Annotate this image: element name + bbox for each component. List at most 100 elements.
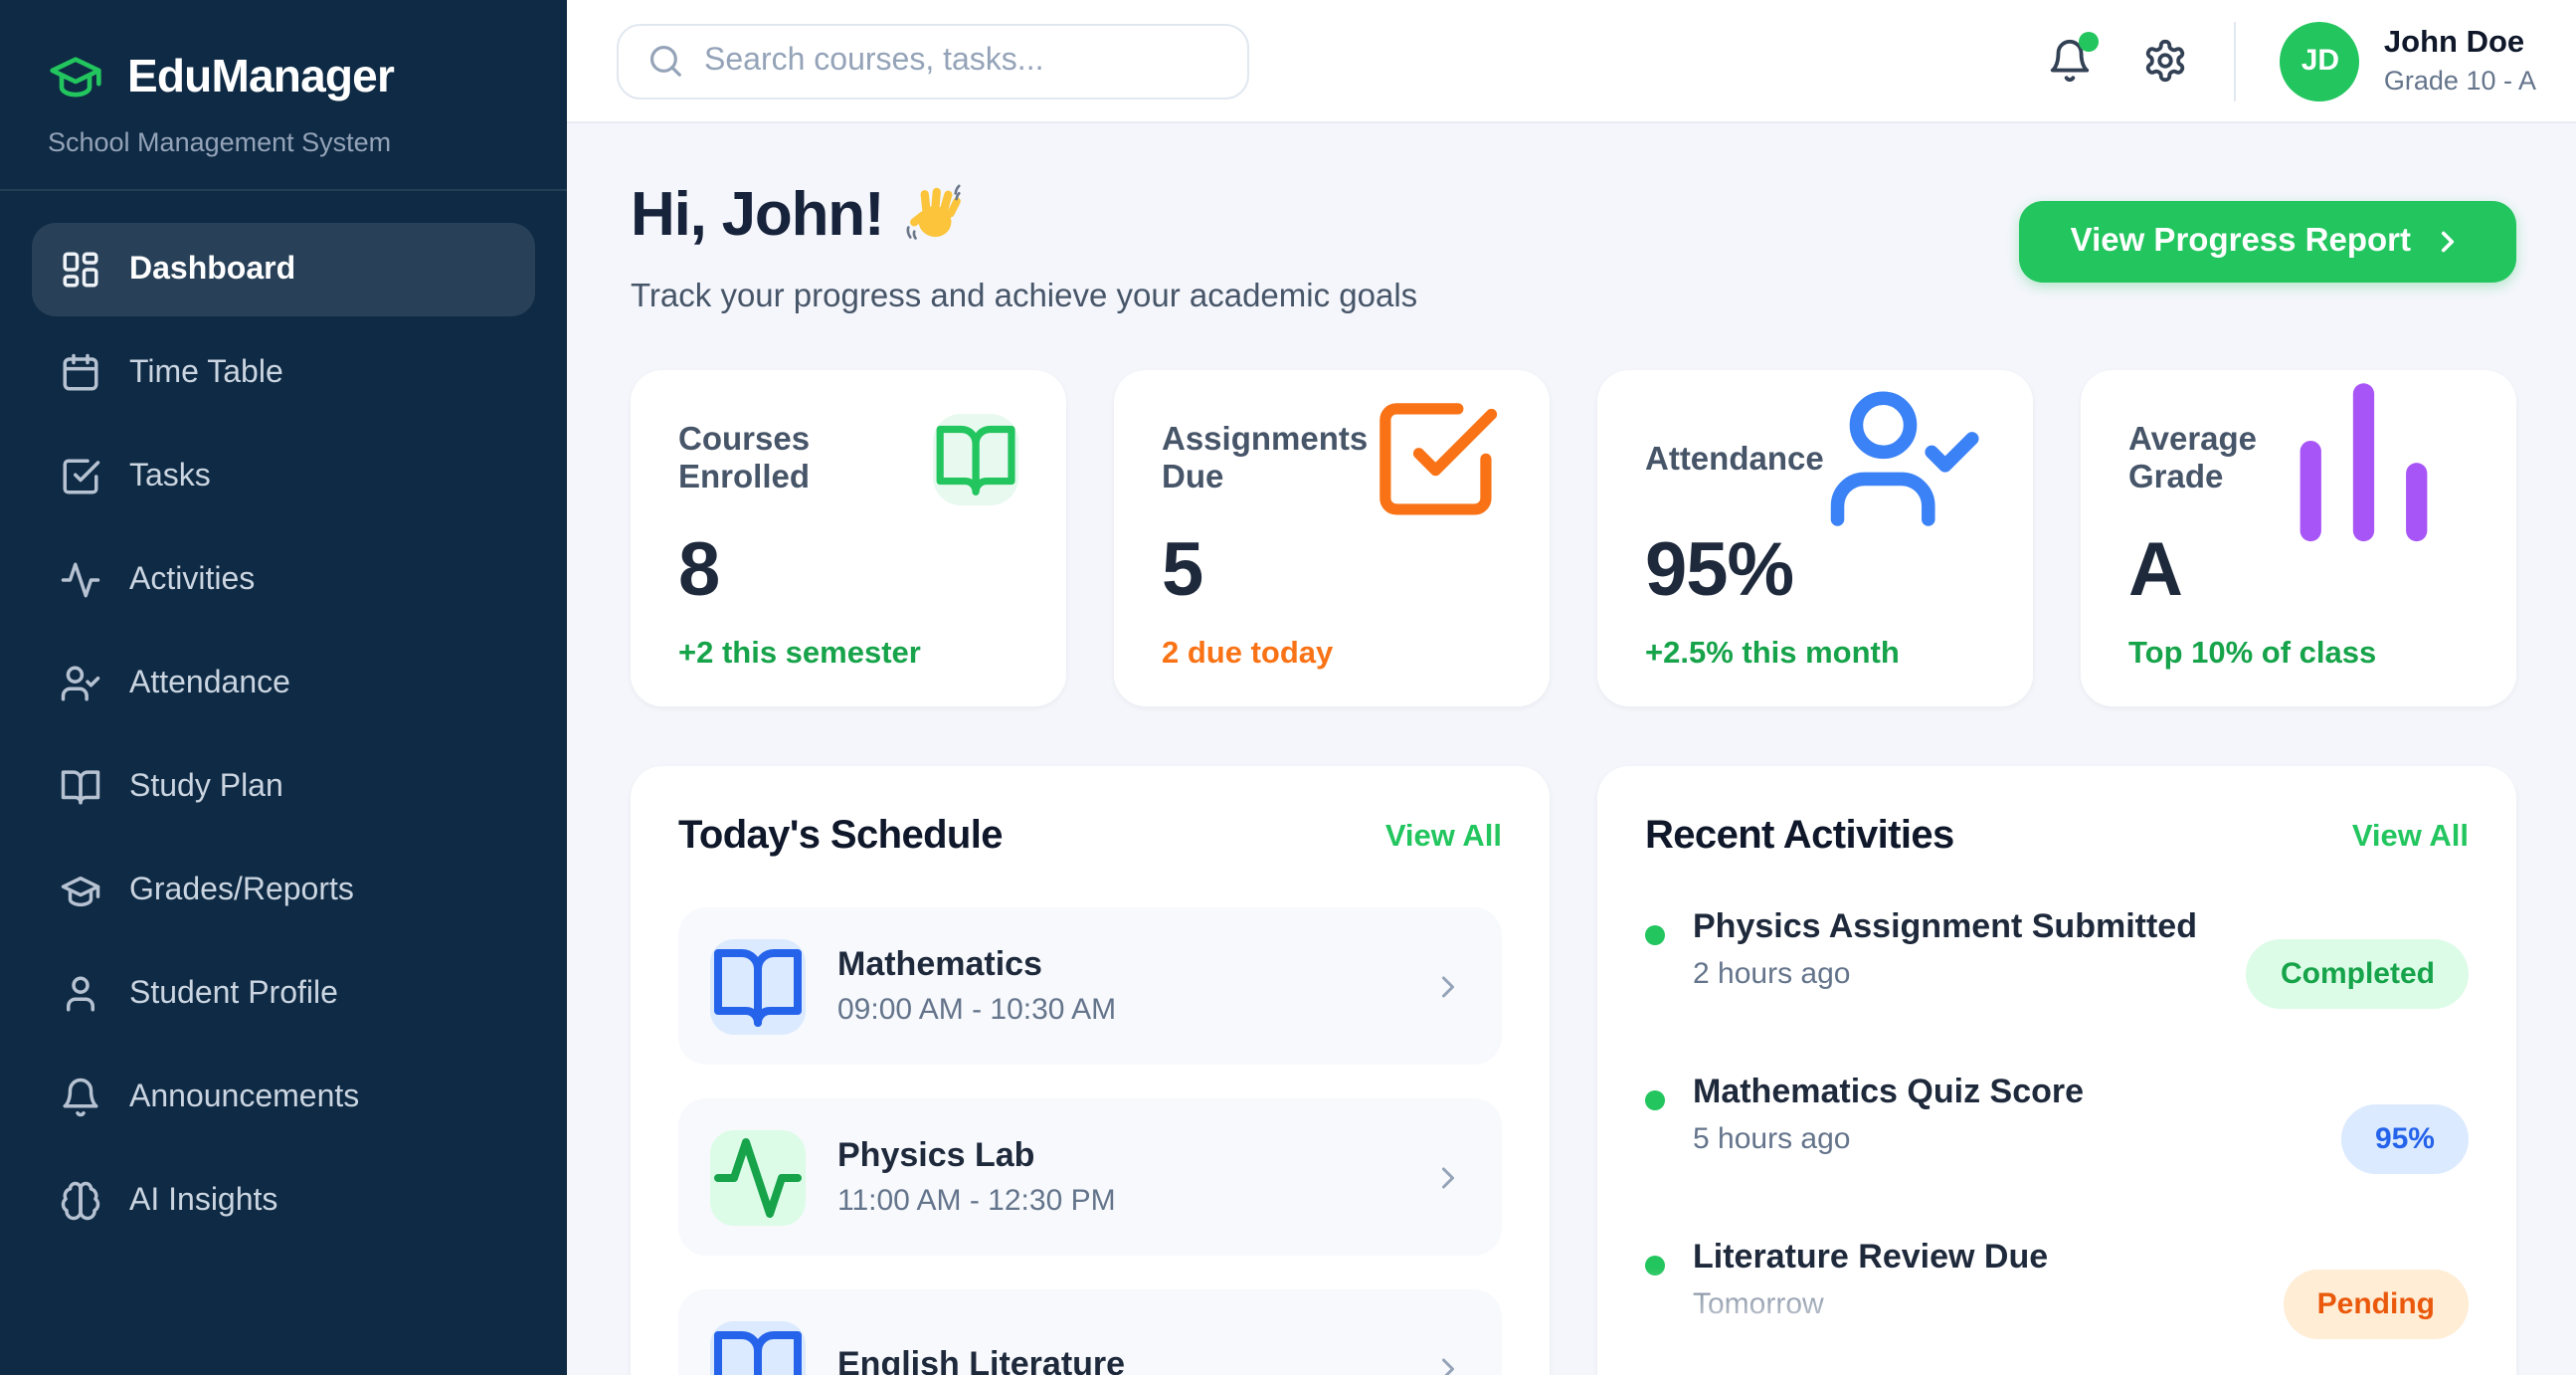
user-name: John Doe (2383, 26, 2525, 60)
activity-time: Tomorrow (1693, 1287, 1824, 1321)
stat-value: 8 (678, 529, 720, 613)
notifications-button[interactable] (2044, 31, 2100, 87)
sidebar-item-attendance[interactable]: Attendance (32, 637, 535, 730)
activities-title: Recent Activities (1645, 814, 1954, 858)
activities-list: Physics Assignment Submitted 2 hours ago C… (1645, 907, 2469, 1369)
search-icon (646, 42, 684, 80)
sidebar-menu: Dashboard Time Table Tasks Activities Attend… (0, 191, 567, 1279)
user-icon (60, 973, 101, 1015)
stat-label: Assignments Due (1162, 422, 1369, 495)
book-open-icon (60, 766, 101, 808)
sidebar-item-label: Student Profile (129, 976, 338, 1010)
greeting-title: Hi, John! (631, 179, 885, 249)
stat-value: A (2128, 529, 2183, 613)
activity-time: 2 hours ago (1693, 957, 1851, 991)
user-check-icon (60, 663, 101, 704)
brand-block: EduManager School Management System (0, 0, 567, 189)
avatar: JD (2280, 21, 2360, 100)
sidebar: EduManager School Management System Dash… (0, 0, 567, 1375)
schedule-time: 09:00 AM - 10:30 AM (837, 993, 1117, 1027)
sidebar-item-time-table[interactable]: Time Table (32, 326, 535, 420)
stat-card-average-grade: Average Grade A Top 10% of class (2081, 370, 2516, 706)
cta-label: View Progress Report (2070, 223, 2411, 259)
sidebar-item-student-profile[interactable]: Student Profile (32, 947, 535, 1041)
stat-change: +2.5% this month (1645, 637, 1900, 671)
chevron-right-icon (1430, 1350, 1466, 1375)
stat-value: 95% (1645, 529, 1794, 613)
schedule-item-physics-lab[interactable]: Physics Lab 11:00 AM - 12:30 PM (678, 1098, 1502, 1256)
header-divider (2234, 21, 2237, 100)
main-area: JD John Doe Grade 10 - A Hi, John! Track… (567, 0, 2576, 1375)
schedule-subject: Mathematics (837, 945, 1042, 983)
check-square-icon (60, 456, 101, 497)
sidebar-item-announcements[interactable]: Announcements (32, 1051, 535, 1144)
sidebar-item-grades-reports[interactable]: Grades/Reports (32, 844, 535, 937)
stat-change: Top 10% of class (2128, 637, 2377, 671)
chevron-right-icon (1430, 1159, 1466, 1195)
brand-name: EduManager (127, 49, 395, 100)
status-badge: Pending (2283, 1269, 2469, 1338)
sidebar-item-ai-insights[interactable]: AI Insights (32, 1154, 535, 1248)
graduation-cap-icon (48, 48, 103, 103)
calendar-icon (60, 352, 101, 394)
user-menu[interactable]: JD John Doe Grade 10 - A (2280, 21, 2536, 100)
brand-tagline: School Management System (48, 127, 392, 157)
gear-icon (2142, 38, 2188, 84)
settings-button[interactable] (2139, 35, 2191, 87)
brain-icon (60, 1180, 101, 1222)
book-open-icon (932, 414, 1018, 505)
sidebar-item-label: Dashboard (129, 252, 296, 286)
topbar: JD John Doe Grade 10 - A (567, 0, 2576, 123)
schedule-title: Today's Schedule (678, 814, 1004, 858)
status-badge: 95% (2340, 1103, 2469, 1173)
schedule-subject: English Literature (837, 1344, 1126, 1375)
search-box[interactable] (617, 23, 1249, 98)
view-progress-report-button[interactable]: View Progress Report (2018, 201, 2516, 283)
dashboard-content: Hi, John! Track your progress and achiev… (567, 123, 2576, 1375)
schedule-item-english-literature[interactable]: English Literature (678, 1289, 1502, 1375)
activity-item-mathematics-quiz-score: Mathematics Quiz Score 5 hours ago 95% (1645, 1073, 2469, 1204)
sidebar-item-tasks[interactable]: Tasks (32, 430, 535, 523)
search-input[interactable] (704, 43, 1219, 79)
recent-activities-panel: Recent Activities View All Physics Assig… (1597, 766, 2516, 1375)
stat-change: +2 this semester (678, 637, 921, 671)
activity-item-literature-review-due: Literature Review Due Tomorrow Pending (1645, 1238, 2469, 1369)
unread-dot (2079, 31, 2100, 51)
check-square-icon (1368, 393, 1502, 527)
activity-title: Physics Assignment Submitted (1693, 907, 2197, 945)
waving-hand-emoji (903, 182, 969, 248)
stat-card-courses-enrolled: Courses Enrolled 8 +2 this semester (631, 370, 1066, 706)
activity-icon (60, 559, 101, 601)
sidebar-item-study-plan[interactable]: Study Plan (32, 740, 535, 834)
schedule-list: Mathematics 09:00 AM - 10:30 AM Physics La… (678, 907, 1502, 1375)
sidebar-item-label: Tasks (129, 459, 211, 492)
sidebar-item-label: AI Insights (129, 1183, 278, 1217)
sidebar-item-dashboard[interactable]: Dashboard (32, 223, 535, 316)
stat-value: 5 (1162, 529, 1203, 613)
user-grade: Grade 10 - A (2383, 66, 2536, 96)
todays-schedule-panel: Today's Schedule View All Mathematics 09:… (631, 766, 1550, 1375)
status-dot (1645, 925, 1665, 945)
sidebar-divider (0, 189, 567, 191)
stat-card-assignments-due: Assignments Due 5 2 due today (1114, 370, 1550, 706)
activities-view-all-link[interactable]: View All (2351, 819, 2469, 853)
greeting-subtitle: Track your progress and achieve your aca… (631, 279, 1418, 314)
activity-title: Literature Review Due (1693, 1238, 2049, 1276)
schedule-time: 11:00 AM - 12:30 PM (837, 1184, 1116, 1218)
activity-item-physics-assignment-submitted: Physics Assignment Submitted 2 hours ago C… (1645, 907, 2469, 1039)
stat-cards: Courses Enrolled 8 +2 this semester Assignm… (631, 370, 2516, 706)
status-dot (1645, 1090, 1665, 1110)
status-dot (1645, 1256, 1665, 1276)
sidebar-item-label: Announcements (129, 1080, 360, 1113)
sidebar-item-activities[interactable]: Activities (32, 533, 535, 627)
layout-dashboard-icon (60, 249, 101, 291)
schedule-item-mathematics[interactable]: Mathematics 09:00 AM - 10:30 AM (678, 907, 1502, 1065)
bell-icon (2047, 38, 2093, 84)
status-badge: Completed (2246, 938, 2469, 1008)
sidebar-item-label: Activities (129, 562, 256, 596)
schedule-view-all-link[interactable]: View All (1384, 819, 1502, 853)
sidebar-item-label: Attendance (129, 666, 290, 699)
bell-icon (60, 1077, 101, 1118)
user-check-icon (1824, 379, 1985, 540)
